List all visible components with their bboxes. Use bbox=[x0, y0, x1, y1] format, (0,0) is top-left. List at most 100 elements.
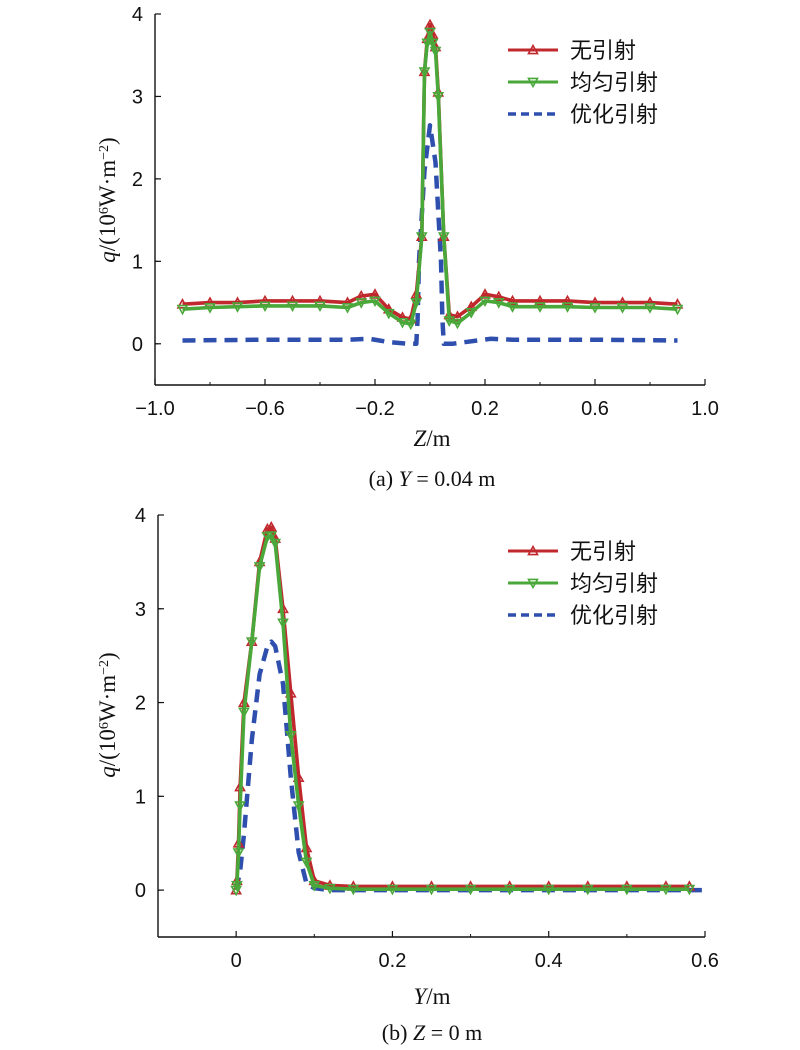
chart-a-series-1-point bbox=[396, 317, 409, 329]
chart-b-series-0-point bbox=[265, 521, 278, 532]
chart-a-series-1-point bbox=[443, 316, 456, 327]
chart-a-x-tick-label: 1.0 bbox=[691, 398, 719, 420]
chart-a-x-tick-label: −0.2 bbox=[355, 398, 394, 420]
chart-a-series-1-point bbox=[418, 67, 431, 78]
chart-b-x-tick-label: 0.2 bbox=[379, 950, 407, 972]
chart-b-y-tick-label: 2 bbox=[135, 693, 146, 715]
chart-b-series-1-point bbox=[324, 883, 336, 895]
chart-b-series-1-point bbox=[253, 562, 266, 573]
chart-a-series-1-point bbox=[341, 303, 354, 314]
chart-b-x-tick-label: 0.6 bbox=[691, 950, 719, 972]
chart-b-series-2-line bbox=[233, 639, 705, 893]
chart-a-series-0-point bbox=[492, 290, 505, 302]
chart-b-series-1-point bbox=[386, 884, 399, 896]
chart-b-series-1-point bbox=[660, 884, 672, 896]
chart-b-series-1-point bbox=[308, 881, 321, 892]
chart-a-series-1-point bbox=[561, 302, 574, 313]
chart-a-series-0-point bbox=[561, 294, 574, 306]
chart-b-marks bbox=[230, 521, 705, 897]
chart-b-xlabel: Y/m bbox=[413, 984, 450, 1009]
chart-a-series-1-point bbox=[506, 302, 519, 313]
chart-a-legend-marker-0 bbox=[527, 43, 539, 55]
chart-a-series-1-point bbox=[415, 232, 428, 243]
chart-a-xlabel: Z/m bbox=[413, 426, 450, 451]
chart-a-series-0-line bbox=[182, 22, 678, 321]
chart-a-series-1-point bbox=[259, 301, 271, 313]
chart-b-series-1-point bbox=[230, 885, 243, 897]
chart-a-series-1-point bbox=[176, 304, 189, 316]
chart-a-series-1-point bbox=[644, 303, 656, 314]
chart-a-ylabel: q/(106W·m−2) bbox=[95, 137, 120, 262]
chart-b-series-1-point bbox=[620, 884, 633, 896]
chart-b-series-1-point bbox=[265, 531, 278, 542]
chart-a-series-0-point bbox=[534, 294, 546, 306]
chart-a-series-1-point bbox=[465, 308, 478, 319]
chart-b-series-1-point bbox=[503, 884, 516, 896]
chart-b-series-1-point bbox=[542, 884, 555, 896]
chart-b-series-1-point bbox=[292, 801, 305, 812]
chart-a-series-1-point bbox=[369, 296, 381, 308]
chart-a-x-tick-label: 0.2 bbox=[471, 398, 499, 420]
chart-a-y-tick-label: 4 bbox=[132, 4, 143, 26]
chart-a-legend-label-1: 均匀引射 bbox=[570, 71, 658, 96]
chart-a-series-2-line bbox=[182, 123, 678, 347]
chart-a-series-1-point bbox=[426, 38, 439, 50]
chart-b-series-1-point bbox=[277, 618, 289, 629]
chart-b-series-1-point bbox=[245, 637, 258, 648]
chart-a-series-1-point bbox=[382, 308, 395, 320]
chart-a-legend-label-0: 无引射 bbox=[570, 39, 636, 64]
chart-a-series-1-point bbox=[616, 303, 629, 314]
chart-a-caption: (a) Y = 0.04 m bbox=[369, 466, 496, 491]
chart-a-y-tick-label: 3 bbox=[132, 86, 143, 108]
chart-b-legend-label-0: 无引射 bbox=[570, 540, 636, 565]
chart-b-series-1-point bbox=[300, 857, 313, 869]
chart-a-series-1-point bbox=[231, 302, 244, 313]
chart-a-series-1-point bbox=[410, 298, 423, 309]
chart-a-series-1-line bbox=[182, 30, 678, 326]
chart-a-series-1-point bbox=[314, 301, 326, 313]
chart-b-axes: 0 1 2 3 4 0 0.2 0.4 0.6 bbox=[135, 505, 719, 972]
chart-a-legend-marker-1 bbox=[527, 77, 539, 89]
chart-b-series-1-point bbox=[238, 707, 250, 719]
chart-a-series-1-point bbox=[589, 303, 601, 314]
chart-a-y-tick-label: 1 bbox=[132, 251, 143, 273]
chart-a-series-1-point bbox=[424, 27, 436, 39]
chart-a-series-1-point bbox=[432, 92, 445, 103]
chart-b-x-tick-label: 0.4 bbox=[535, 950, 563, 972]
chart-b-series-1-point bbox=[231, 881, 243, 892]
chart-a-marks bbox=[176, 18, 684, 347]
chart-b-series-1-point bbox=[683, 884, 696, 896]
chart-b-legend-label-2: 优化引射 bbox=[570, 604, 658, 629]
chart-a-series-1-point bbox=[671, 304, 684, 316]
chart-a-series-1-point bbox=[421, 38, 434, 50]
chart-b-series-1-point bbox=[425, 884, 438, 896]
chart-b-ylabel: q/(106W·m−2) bbox=[95, 652, 120, 777]
chart-b-y-tick-label: 4 bbox=[135, 505, 146, 527]
chart-b-series-1-line bbox=[234, 533, 690, 892]
chart-a-x-tick-label: 0.6 bbox=[581, 398, 609, 420]
chart-a-x-tick-label: −1.0 bbox=[135, 398, 174, 420]
chart-a-series-1-point bbox=[437, 232, 450, 243]
chart-b-y-tick-label: 1 bbox=[135, 786, 146, 808]
chart-b-series-1-point bbox=[232, 848, 245, 859]
chart-b-series-1-point bbox=[347, 884, 360, 896]
chart-a-y-tick-label: 2 bbox=[132, 169, 143, 191]
chart-a-series-0-point bbox=[506, 294, 519, 306]
chart-b-legend-marker-0 bbox=[527, 544, 539, 556]
chart-b-y-tick-label: 3 bbox=[135, 599, 146, 621]
chart-a-series-1-point bbox=[479, 296, 491, 308]
chart-a-legend-label-2: 优化引射 bbox=[570, 103, 658, 128]
chart-b-series-1-point bbox=[234, 801, 246, 812]
chart-a-series-1-point bbox=[492, 298, 505, 309]
chart-b-series-1-point bbox=[464, 884, 477, 896]
chart-b-caption: (b) Z = 0 m bbox=[382, 1020, 482, 1045]
chart-a-series-1-point bbox=[204, 303, 216, 314]
chart-b-legend-marker-1 bbox=[527, 578, 539, 590]
chart-b-legend-label-1: 均匀引射 bbox=[570, 572, 658, 597]
chart-a-x-tick-label: −0.6 bbox=[245, 398, 284, 420]
chart-a-series-1-point bbox=[355, 298, 368, 309]
